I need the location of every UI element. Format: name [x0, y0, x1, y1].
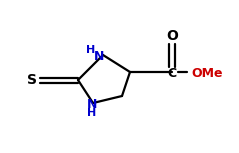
Text: O: O	[166, 29, 178, 43]
Text: S: S	[27, 73, 37, 87]
Text: C: C	[168, 67, 177, 80]
Text: N: N	[87, 97, 97, 110]
Text: N: N	[94, 50, 104, 62]
Text: H: H	[87, 108, 97, 118]
Text: OMe: OMe	[191, 67, 223, 80]
Text: H: H	[86, 45, 96, 55]
